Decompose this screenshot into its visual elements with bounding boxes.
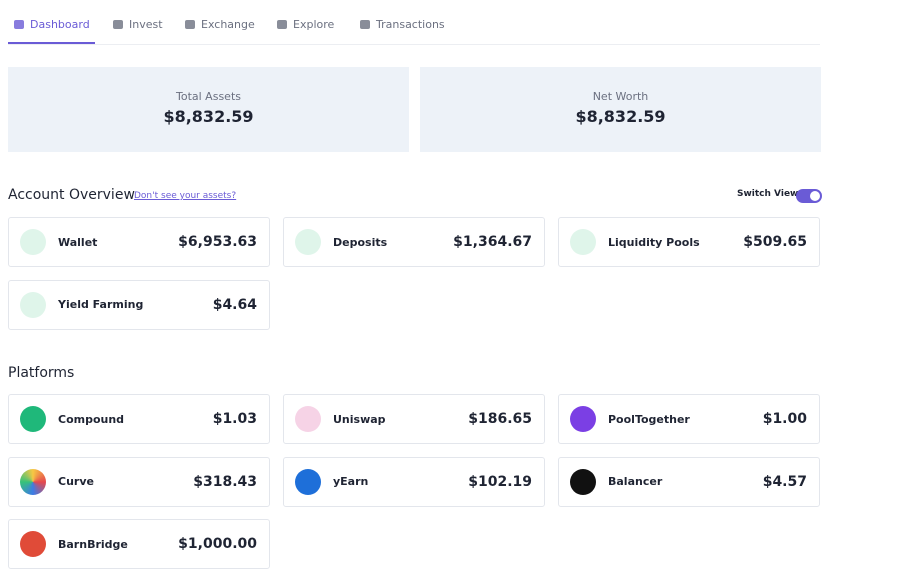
asset-card[interactable]: Wallet $6,953.63: [8, 217, 270, 267]
tab-label: Dashboard: [30, 18, 90, 31]
asset-icon: [20, 468, 46, 495]
asset-icon: [570, 229, 596, 255]
asset-icon: [570, 468, 596, 495]
asset-icon: [295, 229, 321, 255]
asset-value: $4.64: [212, 296, 257, 313]
asset-card[interactable]: yEarn $102.19: [283, 456, 545, 507]
asset-name: Compound: [58, 412, 125, 426]
asset-value: $1.03: [212, 411, 257, 427]
asset-card[interactable]: Uniswap $186.65: [283, 394, 545, 444]
switch-label: Switch View: [737, 189, 799, 199]
asset-name: Curve: [58, 475, 94, 488]
nav-tab[interactable]: Explore: [277, 18, 334, 31]
tab-icon: [14, 20, 24, 29]
asset-name: Wallet: [58, 235, 98, 249]
asset-icon: [20, 229, 46, 255]
asset-name: Uniswap: [333, 412, 386, 426]
asset-value: $186.65: [468, 411, 532, 427]
tab-icon: [113, 20, 123, 29]
summary-value: $8,832.59: [575, 107, 666, 126]
asset-value: $102.19: [468, 473, 532, 490]
asset-icon: [20, 531, 46, 557]
asset-icon: [570, 406, 596, 432]
asset-name: PoolTogether: [608, 412, 690, 426]
asset-icon: [295, 406, 321, 432]
asset-name: Liquidity Pools: [608, 235, 700, 249]
asset-card[interactable]: Curve $318.43: [8, 456, 270, 507]
asset-card[interactable]: Compound $1.03: [8, 394, 270, 444]
nav-tab[interactable]: Dashboard: [14, 18, 90, 31]
asset-value: $509.65: [743, 234, 807, 250]
asset-card[interactable]: PoolTogether $1.00: [558, 394, 820, 444]
nav-tab[interactable]: Exchange: [185, 18, 255, 31]
asset-value: $1.00: [762, 411, 807, 427]
summary-card: Net Worth $8,832.59: [420, 67, 821, 152]
summary-value: $8,832.59: [163, 107, 254, 126]
asset-name: BarnBridge: [58, 537, 128, 551]
asset-value: $318.43: [193, 473, 257, 490]
asset-card[interactable]: Liquidity Pools $509.65: [558, 217, 820, 267]
asset-name: Balancer: [608, 475, 663, 488]
tab-icon: [360, 20, 370, 29]
switch-knob: [810, 191, 820, 201]
asset-card[interactable]: Balancer $4.57: [558, 456, 820, 507]
tab-label: Explore: [293, 18, 335, 31]
nav-divider: [8, 44, 820, 45]
asset-icon: [295, 468, 321, 495]
tab-icon: [185, 20, 195, 29]
section-title: Platforms: [8, 365, 75, 381]
asset-value: $1,000.00: [178, 536, 257, 552]
tab-label: Invest: [129, 18, 163, 31]
asset-name: Yield Farming: [58, 298, 144, 311]
switch-toggle[interactable]: [796, 189, 822, 203]
asset-card[interactable]: Yield Farming $4.64: [8, 279, 270, 330]
asset-card[interactable]: BarnBridge $1,000.00: [8, 519, 270, 569]
active-tab-underline: [8, 42, 95, 44]
tab-label: Exchange: [201, 18, 255, 31]
asset-icon: [20, 406, 46, 432]
nav-tab[interactable]: Transactions: [360, 18, 445, 31]
asset-value: $4.57: [762, 473, 807, 490]
asset-name: yEarn: [333, 475, 369, 488]
tab-icon: [277, 20, 287, 29]
summary-label: Total Assets: [176, 90, 241, 103]
asset-value: $6,953.63: [178, 234, 257, 250]
nav-tab[interactable]: Invest: [113, 18, 163, 31]
summary-card: Total Assets $8,832.59: [8, 67, 409, 152]
asset-name: Deposits: [333, 235, 388, 249]
section-title: Account Overview: [8, 187, 135, 203]
tab-label: Transactions: [376, 18, 445, 31]
help-link[interactable]: Don't see your assets?: [134, 191, 237, 201]
asset-card[interactable]: Deposits $1,364.67: [283, 217, 545, 267]
summary-label: Net Worth: [592, 90, 649, 103]
asset-value: $1,364.67: [453, 234, 532, 250]
asset-icon: [20, 291, 46, 318]
